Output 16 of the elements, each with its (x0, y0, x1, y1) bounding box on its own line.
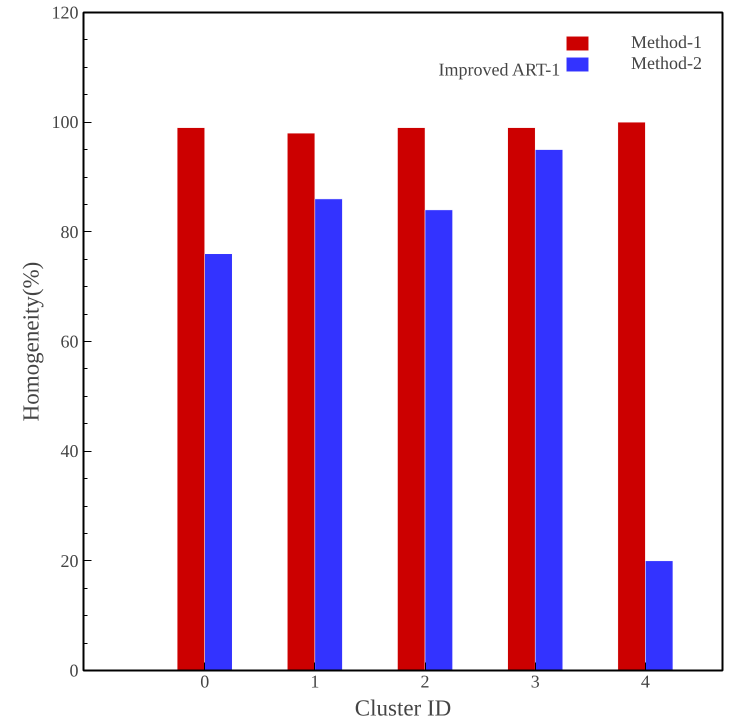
x-tick-label: 2 (420, 672, 430, 692)
y-tick-label: 120 (52, 2, 78, 22)
y-tick-label: 80 (60, 222, 78, 242)
y-tick-label: 20 (60, 550, 78, 571)
x-tick-label: 0 (200, 672, 210, 692)
legend-label: Method-2 (631, 53, 702, 74)
x-tick-label: 3 (530, 672, 540, 692)
legend-label: Method-1 (631, 32, 702, 53)
y-tick-label: 100 (52, 112, 78, 132)
y-tick-label: 40 (60, 441, 78, 462)
legend-title: Improved ART-1 (438, 60, 560, 80)
y-tick-label: 60 (60, 332, 78, 352)
x-tick-label: 4 (640, 672, 650, 692)
x-axis-title: Cluster ID (354, 696, 452, 720)
y-axis-title: Homogeneity(%) (18, 262, 44, 422)
x-tick-label: 1 (310, 672, 320, 692)
